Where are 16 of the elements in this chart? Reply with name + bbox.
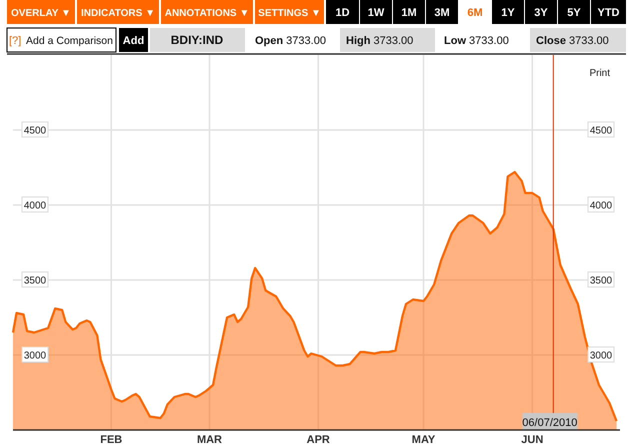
y-tick-label: 3000 [24,350,47,362]
x-tick-label: FEB [100,434,122,446]
y-tick-label: 4000 [24,200,47,212]
chart-title: BDIY:IND [170,33,224,47]
x-tick-label: MAR [196,434,222,446]
y2-tick-label: 3500 [590,276,613,286]
y2-tick-label: 4500 [590,126,613,136]
y2-tick-label: 4000 [590,200,613,212]
x-tick-label: APR [306,434,330,446]
annotation: Print [589,68,610,79]
x-tick-label: MAY [412,434,436,446]
x-tick-label: JUN [521,434,544,446]
y-tick-label: 3500 [24,276,47,286]
y2-tick-label: 3000 [590,350,613,362]
ref-line-label: 06/07/2010 [522,417,578,429]
y-tick-label: 4500 [24,126,47,136]
